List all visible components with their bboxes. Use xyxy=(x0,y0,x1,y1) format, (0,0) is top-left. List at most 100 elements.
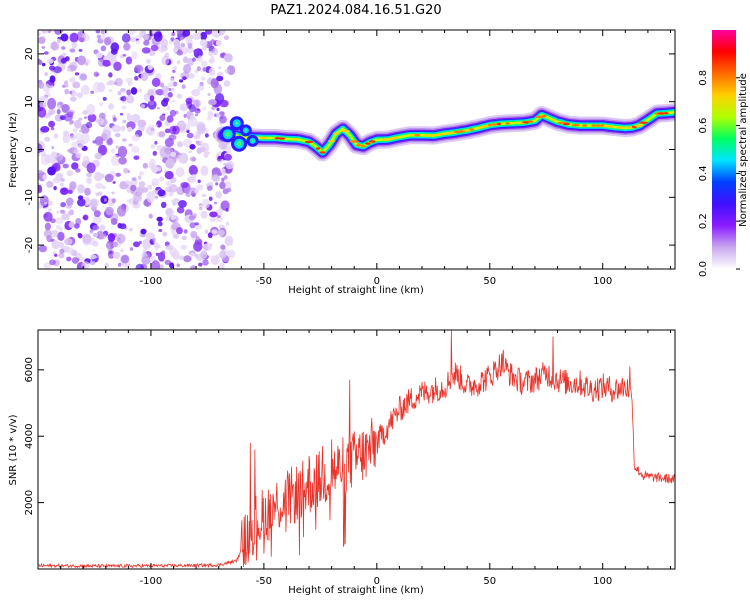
ridge-hot-spot xyxy=(657,112,666,115)
noise-blob xyxy=(93,71,99,77)
noise-blob xyxy=(166,105,171,111)
ridge-hot-spot xyxy=(259,136,268,140)
noise-blob xyxy=(51,240,60,250)
noise-blob xyxy=(202,47,207,51)
ridge-hot-spot xyxy=(349,140,360,143)
noise-blob xyxy=(157,221,163,227)
spectrogram-x-tick-label: 0 xyxy=(374,276,380,287)
noise-blob xyxy=(103,37,112,46)
noise-blob xyxy=(160,82,165,88)
spectrogram-x-tick-label: -100 xyxy=(140,276,163,287)
noise-blob xyxy=(164,186,170,192)
noise-blob xyxy=(69,96,77,102)
noise-blob xyxy=(196,108,200,112)
noise-blob xyxy=(153,31,163,42)
noise-blob xyxy=(131,177,137,182)
noise-blob xyxy=(178,200,187,208)
noise-blob xyxy=(206,151,211,155)
noise-blob xyxy=(107,233,116,242)
noise-blob xyxy=(66,67,71,72)
noise-blob xyxy=(89,229,94,233)
colorbar-tick-label: 0.8 xyxy=(698,70,709,86)
noise-blob xyxy=(105,242,111,249)
noise-blob xyxy=(214,201,217,205)
noise-blob xyxy=(125,77,134,84)
noise-blob xyxy=(198,262,203,267)
noise-blob xyxy=(121,105,127,110)
ridge-hot-spot xyxy=(527,120,534,123)
noise-blob xyxy=(38,81,45,89)
noise-blob xyxy=(48,120,55,128)
noise-blob xyxy=(189,222,196,229)
noise-blob xyxy=(201,193,207,198)
snr-x-tick-label: 0 xyxy=(374,576,380,587)
noise-blob xyxy=(103,55,108,61)
noise-blob xyxy=(110,218,118,225)
ridge-hot-spot xyxy=(304,140,314,144)
noise-blob xyxy=(200,142,210,153)
noise-blob xyxy=(72,128,78,133)
noise-blob xyxy=(205,30,213,35)
noise-blob xyxy=(52,177,61,184)
noise-blob xyxy=(211,106,216,111)
snr-x-tick-label: 50 xyxy=(483,576,496,587)
noise-blob xyxy=(87,113,97,123)
noise-blob xyxy=(74,119,82,129)
noise-blob xyxy=(93,232,99,238)
ridge-hot-spot xyxy=(571,124,580,127)
noise-blob xyxy=(78,117,83,121)
noise-blob xyxy=(183,63,192,74)
noise-blob xyxy=(156,216,163,222)
noise-blob xyxy=(43,262,52,269)
noise-blob xyxy=(219,181,226,190)
noise-blob xyxy=(102,96,107,101)
noise-blob xyxy=(92,240,97,245)
noise-blob xyxy=(159,176,165,182)
ridge-hot-spot xyxy=(563,122,571,126)
ridge-blob xyxy=(225,131,231,137)
noise-blob xyxy=(139,88,142,93)
noise-blob xyxy=(223,162,227,166)
noise-blob xyxy=(215,40,222,46)
snr-x-axis-label: Height of straight line (km) xyxy=(288,585,424,596)
noise-blob xyxy=(147,89,154,97)
noise-blob xyxy=(112,251,121,260)
noise-blob xyxy=(61,104,70,113)
ridge-hot-spot xyxy=(444,132,454,135)
ridge-hot-spot xyxy=(414,134,421,137)
spectrogram-x-axis-label: Height of straight line (km) xyxy=(288,285,424,296)
noise-blob xyxy=(190,252,195,257)
noise-blob xyxy=(106,81,112,86)
noise-blob xyxy=(193,49,199,54)
noise-blob xyxy=(44,91,51,98)
noise-blob xyxy=(176,60,181,65)
noise-blob xyxy=(199,140,203,145)
noise-blob xyxy=(84,61,89,66)
noise-blob xyxy=(170,214,177,220)
noise-blob xyxy=(99,224,106,231)
noise-blob xyxy=(92,81,102,93)
noise-blob xyxy=(62,134,70,144)
noise-blob xyxy=(115,145,120,149)
noise-blob xyxy=(183,229,188,234)
noise-blob xyxy=(108,72,113,78)
noise-blob xyxy=(204,133,209,138)
noise-blob xyxy=(217,172,222,176)
noise-blob xyxy=(224,180,232,190)
noise-blob xyxy=(60,33,69,42)
noise-blob xyxy=(181,84,186,89)
noise-blob xyxy=(215,112,221,118)
noise-blob xyxy=(53,186,57,191)
noise-blob xyxy=(183,255,192,263)
noise-blob xyxy=(43,211,53,222)
noise-blob xyxy=(62,163,69,169)
noise-blob xyxy=(49,75,56,83)
noise-blob xyxy=(143,33,149,41)
noise-blob xyxy=(199,39,208,47)
noise-blob xyxy=(95,192,99,196)
noise-blob xyxy=(122,119,127,124)
noise-blob xyxy=(46,58,54,64)
noise-blob xyxy=(126,199,131,203)
noise-blob xyxy=(119,113,124,116)
